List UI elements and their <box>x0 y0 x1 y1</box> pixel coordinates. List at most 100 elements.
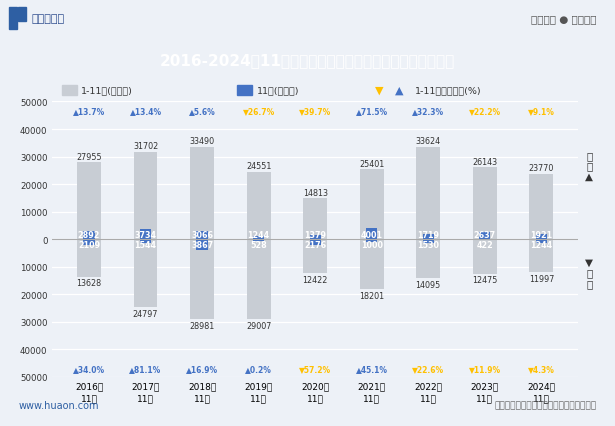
Text: ▼39.7%: ▼39.7% <box>299 106 331 115</box>
Bar <box>196 239 208 250</box>
Text: 口: 口 <box>586 161 592 171</box>
Bar <box>247 172 271 239</box>
Text: 11月(万美元): 11月(万美元) <box>256 86 299 95</box>
Text: 23770: 23770 <box>529 164 554 173</box>
Bar <box>473 239 497 274</box>
Text: 数据来源：中国海关、华经产业研究院整理: 数据来源：中国海关、华经产业研究院整理 <box>494 400 597 409</box>
Text: 1-11月同比增速(%): 1-11月同比增速(%) <box>415 86 482 95</box>
Bar <box>309 239 321 246</box>
Bar <box>423 235 434 239</box>
Bar <box>9 8 17 30</box>
Text: 1544: 1544 <box>135 240 157 249</box>
Text: 3734: 3734 <box>135 230 157 239</box>
Bar <box>309 236 321 239</box>
Bar <box>253 236 264 239</box>
Text: 1719: 1719 <box>417 230 439 239</box>
Text: 2892: 2892 <box>78 230 100 239</box>
Text: 33624: 33624 <box>416 137 441 146</box>
Text: ▲13.4%: ▲13.4% <box>130 106 162 115</box>
Text: 2637: 2637 <box>474 230 496 239</box>
Bar <box>253 239 264 241</box>
Bar <box>530 239 554 273</box>
Bar <box>62 86 77 95</box>
Bar <box>536 234 547 239</box>
Text: ▼: ▼ <box>585 257 593 267</box>
Text: 华经情报网: 华经情报网 <box>32 14 65 24</box>
Text: ▼: ▼ <box>375 86 384 95</box>
Bar <box>366 239 378 242</box>
Text: 1244: 1244 <box>248 230 270 239</box>
Bar <box>84 232 95 239</box>
Text: 12422: 12422 <box>303 275 328 285</box>
Text: ▲5.6%: ▲5.6% <box>189 106 215 115</box>
Text: 11997: 11997 <box>529 274 554 283</box>
Text: 12475: 12475 <box>472 276 498 285</box>
Text: ▼26.7%: ▼26.7% <box>242 106 275 115</box>
Bar <box>77 163 101 239</box>
Text: ▼22.6%: ▼22.6% <box>412 364 444 373</box>
Text: ▼22.2%: ▼22.2% <box>469 106 501 115</box>
Text: ▼11.9%: ▼11.9% <box>469 364 501 373</box>
Text: ▲34.0%: ▲34.0% <box>73 364 105 373</box>
Text: ▼57.2%: ▼57.2% <box>299 364 331 373</box>
Text: ▲16.9%: ▲16.9% <box>186 364 218 373</box>
Text: 1000: 1000 <box>361 240 383 249</box>
Text: 口: 口 <box>586 278 592 288</box>
Bar <box>84 239 95 245</box>
Text: ▼9.1%: ▼9.1% <box>528 106 555 115</box>
Text: 28981: 28981 <box>189 321 215 330</box>
Bar <box>366 229 378 239</box>
Bar <box>530 174 554 239</box>
Text: 422: 422 <box>477 240 493 249</box>
Text: 29007: 29007 <box>246 321 271 330</box>
Text: 31702: 31702 <box>133 142 158 151</box>
Bar <box>247 239 271 320</box>
Bar <box>423 239 434 244</box>
Text: 25401: 25401 <box>359 159 384 168</box>
Text: 1530: 1530 <box>417 240 439 249</box>
Bar <box>133 239 157 308</box>
Text: 26143: 26143 <box>472 157 498 166</box>
Bar <box>140 239 151 244</box>
Bar <box>416 239 440 278</box>
Text: 27955: 27955 <box>76 152 102 161</box>
Text: 3066: 3066 <box>191 230 213 239</box>
Text: 进: 进 <box>586 268 592 278</box>
Text: 33490: 33490 <box>189 137 215 146</box>
Text: 1379: 1379 <box>304 230 326 239</box>
Bar <box>479 232 491 239</box>
Bar <box>473 168 497 239</box>
Text: 2176: 2176 <box>304 240 326 249</box>
Bar <box>190 239 214 319</box>
Bar <box>303 239 327 274</box>
Bar <box>360 170 384 239</box>
Text: 1-11月(万美元): 1-11月(万美元) <box>81 86 133 95</box>
Bar <box>237 86 252 95</box>
Text: ▲45.1%: ▲45.1% <box>355 364 387 373</box>
Text: 2109: 2109 <box>78 240 100 249</box>
Text: 13628: 13628 <box>76 279 101 288</box>
Text: ▲71.5%: ▲71.5% <box>355 106 388 115</box>
Text: 14813: 14813 <box>303 188 328 197</box>
Bar <box>479 239 491 241</box>
Text: 1921: 1921 <box>530 230 552 239</box>
Text: ▲: ▲ <box>585 172 593 182</box>
Bar <box>303 199 327 239</box>
Text: 出: 出 <box>586 150 592 161</box>
Text: 3867: 3867 <box>191 240 213 249</box>
Text: 专业严谨 ● 客观科学: 专业严谨 ● 客观科学 <box>531 14 597 24</box>
Bar <box>416 147 440 239</box>
Text: 2016-2024年11月宁夏回族自治区外商投资企业进、出口额: 2016-2024年11月宁夏回族自治区外商投资企业进、出口额 <box>160 53 455 68</box>
Text: ▼4.3%: ▼4.3% <box>528 364 555 373</box>
Bar <box>18 8 26 22</box>
Text: www.huaon.com: www.huaon.com <box>18 400 99 410</box>
Bar <box>196 231 208 239</box>
Text: ▲0.2%: ▲0.2% <box>245 364 272 373</box>
Bar <box>536 239 547 243</box>
Bar <box>140 229 151 239</box>
Bar <box>190 147 214 239</box>
Bar <box>360 239 384 290</box>
Text: 4001: 4001 <box>361 230 383 239</box>
Text: ▲: ▲ <box>395 86 403 95</box>
Text: 24797: 24797 <box>133 309 158 318</box>
